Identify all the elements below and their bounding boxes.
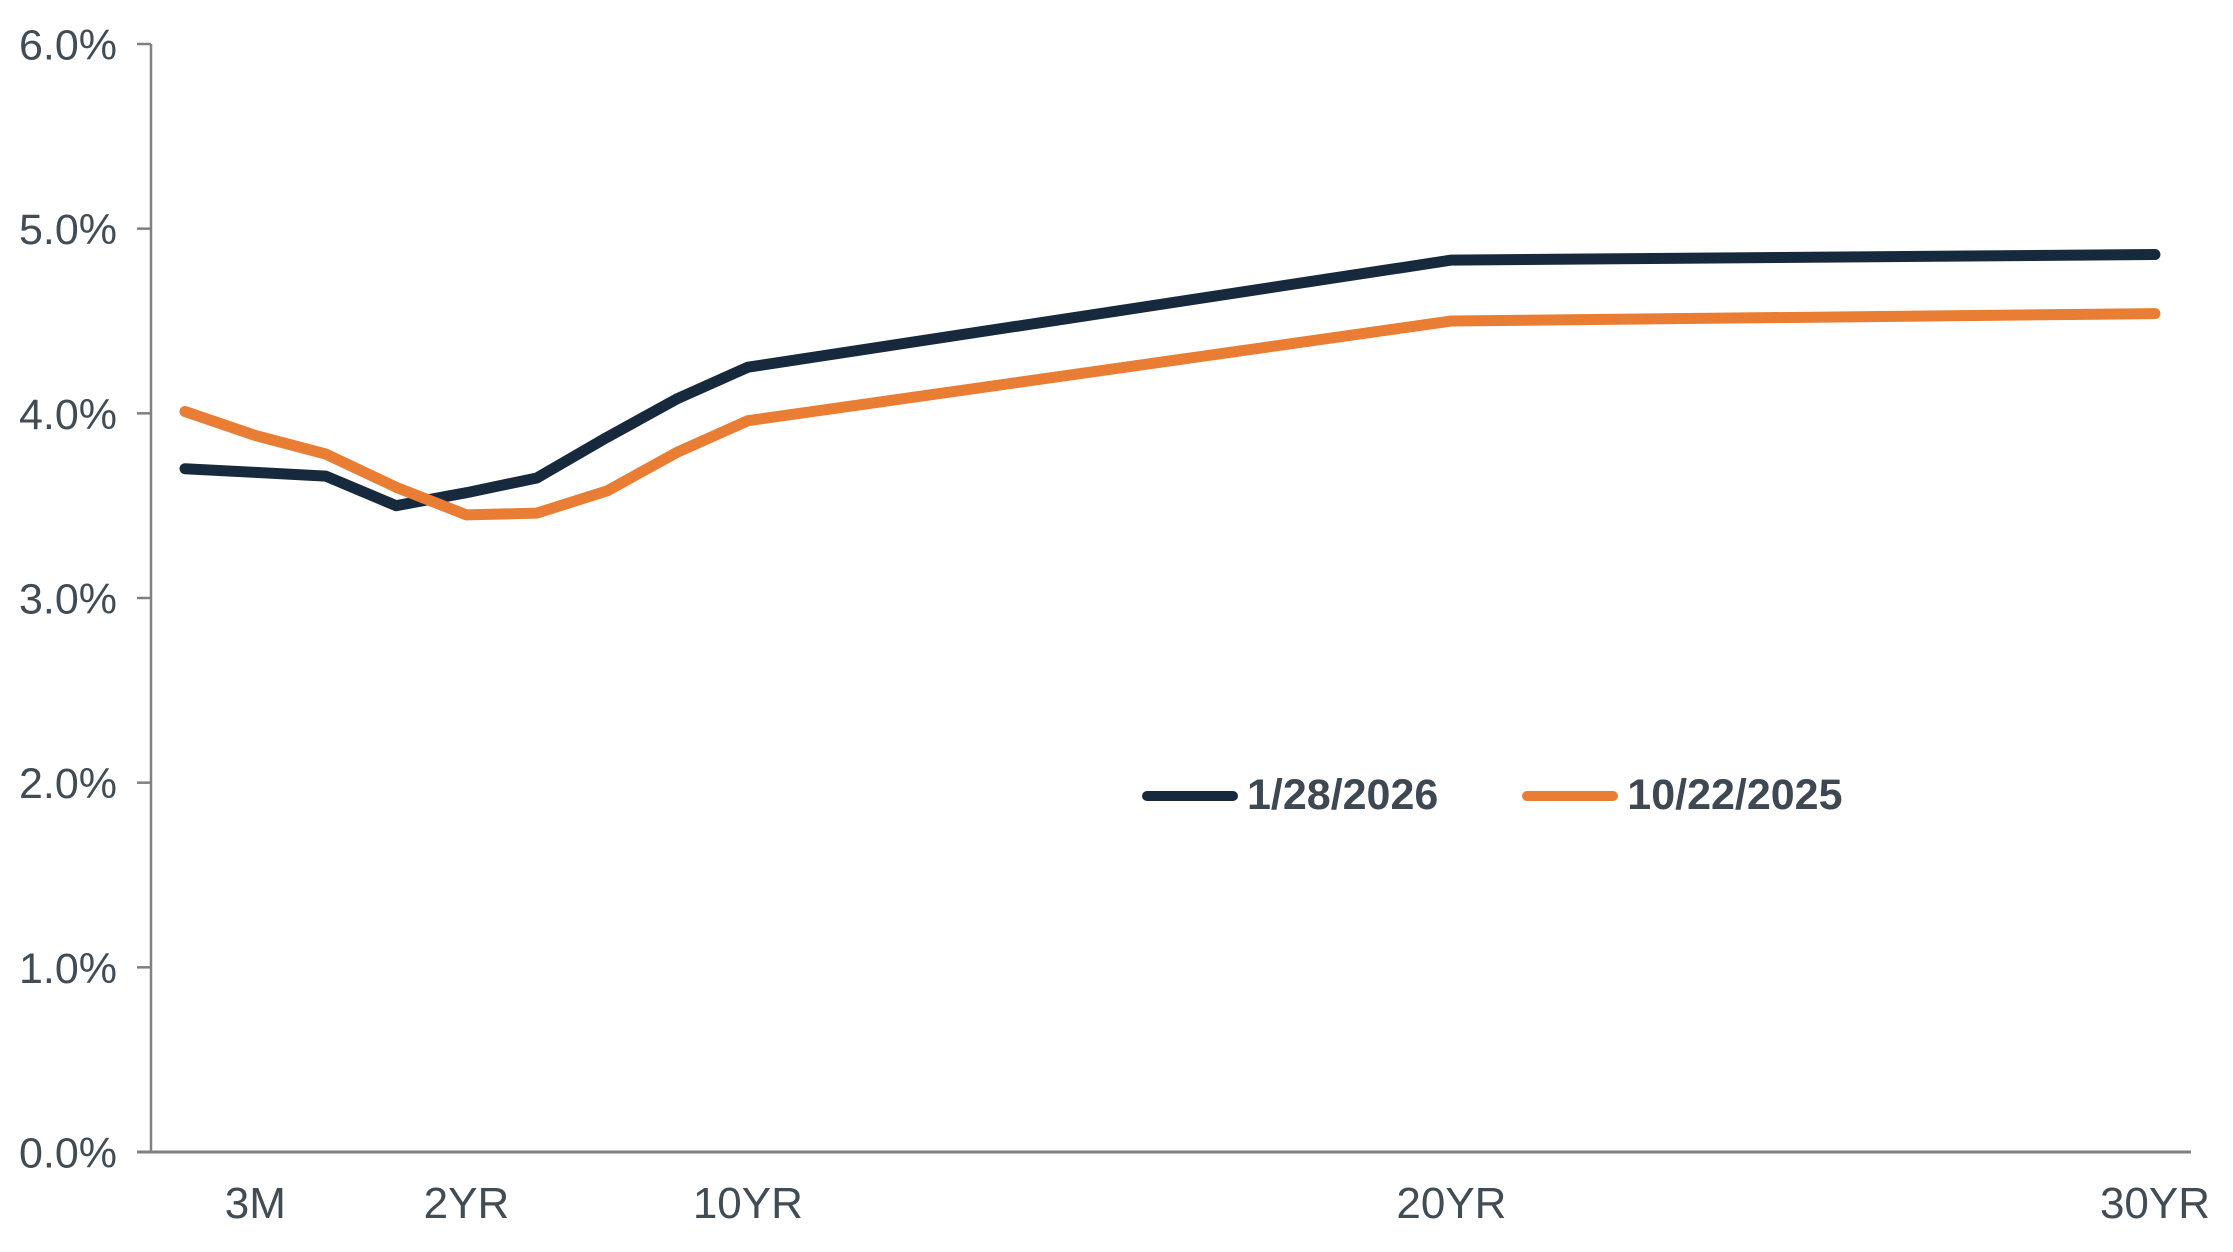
- y-axis-tick-label: 6.0%: [19, 21, 117, 69]
- legend-line-swatch: [1522, 790, 1619, 801]
- x-axis-tick-label: 30YR: [2100, 1179, 2210, 1228]
- y-axis-tick-label: 4.0%: [19, 391, 117, 439]
- series-line-navy: [179, 249, 2161, 512]
- legend-item: 1/28/2026: [1142, 774, 1438, 817]
- chart-legend: 1/28/2026 10/22/2025: [1142, 774, 1843, 817]
- y-axis-tick-label: 5.0%: [19, 206, 117, 254]
- x-axis-tick-label: 3M: [225, 1179, 286, 1228]
- legend-label: 1/28/2026: [1247, 771, 1439, 819]
- y-axis-tick-label: 0.0%: [19, 1129, 117, 1177]
- x-axis-tick-label: 2YR: [424, 1179, 510, 1228]
- series-line-orange: [179, 308, 2161, 521]
- legend-line-swatch: [1142, 790, 1238, 801]
- y-axis-tick-label: 3.0%: [19, 575, 117, 623]
- x-axis-tick-label: 10YR: [693, 1179, 803, 1228]
- y-axis-tick-label: 1.0%: [19, 945, 117, 993]
- x-axis-tick-label: 20YR: [1396, 1179, 1506, 1228]
- y-axis-tick-label: 2.0%: [19, 760, 117, 808]
- legend-item: 10/22/2025: [1522, 771, 1843, 819]
- legend-label: 10/22/2025: [1627, 771, 1843, 819]
